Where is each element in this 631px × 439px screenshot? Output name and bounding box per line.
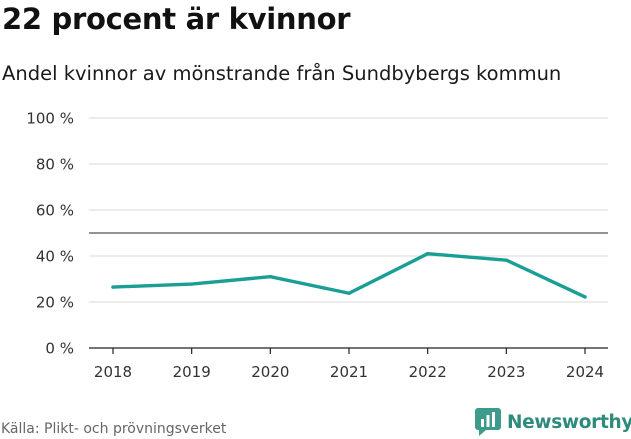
x-tick-label: 2024 [566, 363, 604, 381]
newsworthy-brand: Newsworthy [475, 408, 631, 436]
x-tick-label: 2022 [409, 363, 447, 381]
x-tick-label: 2018 [94, 363, 132, 381]
x-tick-label: 2021 [330, 363, 368, 381]
chart-title: 22 procent är kvinnor [2, 2, 351, 36]
x-tick-label: 2019 [173, 363, 211, 381]
y-tick-label: 80 % [36, 156, 74, 174]
data-point [347, 291, 351, 295]
data-point [268, 275, 273, 279]
y-tick-label: 0 % [45, 340, 74, 358]
chart-subtitle: Andel kvinnor av mönstrande från Sundbyb… [2, 62, 562, 85]
data-point [583, 295, 587, 299]
data-point [189, 282, 194, 286]
bar-chart-logo-icon [475, 408, 501, 436]
y-tick-label: 100 % [26, 110, 74, 128]
x-tick-label: 2023 [487, 363, 525, 381]
line-chart: 0 % 20 % 40 % 60 % 80 % 100 % 2018 2019 2020 2021… [26, 110, 608, 381]
series-line [111, 251, 587, 299]
y-tick-label: 40 % [36, 248, 74, 266]
data-point [504, 258, 509, 262]
data-point [111, 285, 115, 289]
source-note: Källa: Plikt- och prövningsverket [1, 421, 227, 437]
brand-name: Newsworthy [507, 411, 631, 433]
data-point [425, 252, 430, 256]
y-tick-label: 60 % [36, 202, 74, 220]
x-tick-label: 2020 [251, 363, 289, 381]
y-tick-label: 20 % [36, 294, 74, 312]
